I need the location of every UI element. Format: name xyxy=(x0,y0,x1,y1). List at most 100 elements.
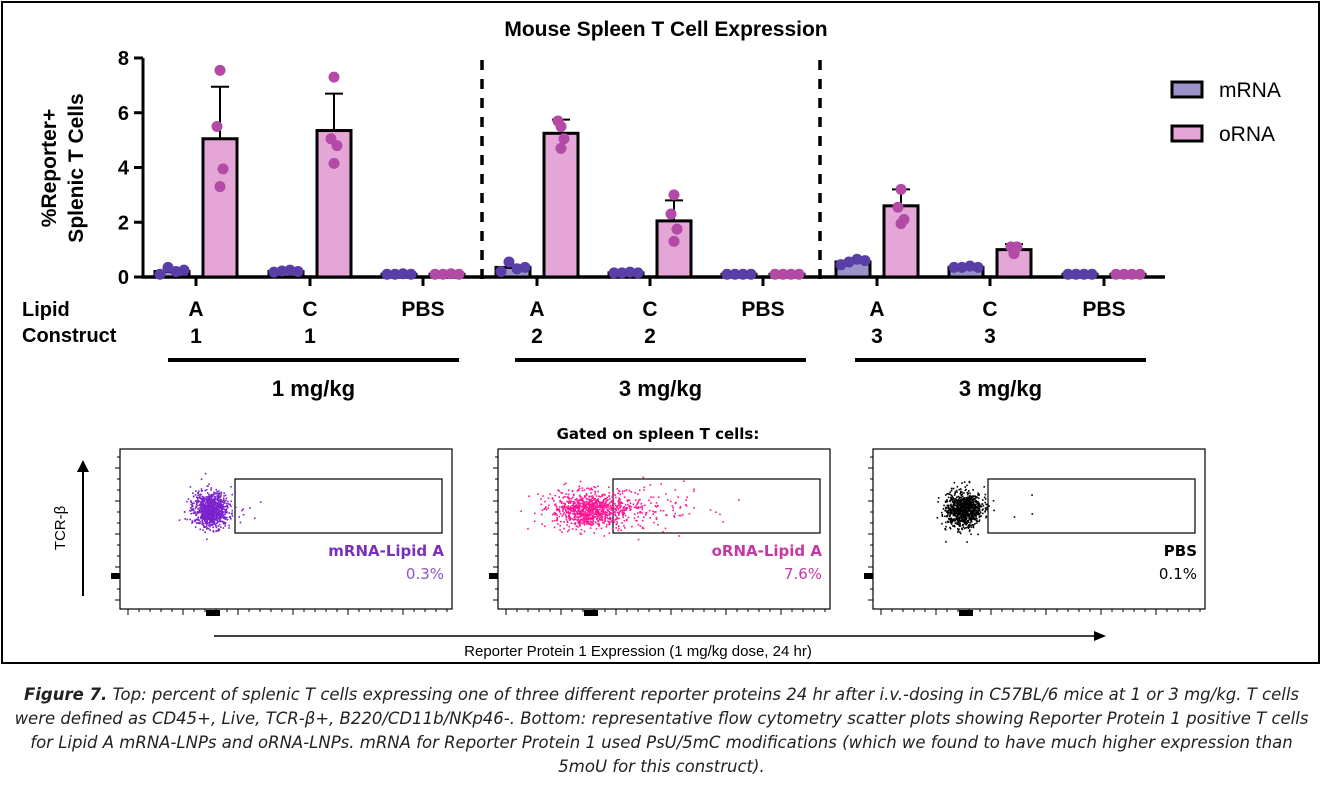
flow-event xyxy=(563,527,565,530)
flow-event-positive xyxy=(655,518,658,521)
flow-event xyxy=(618,501,621,504)
flow-event xyxy=(568,511,571,514)
flow-event xyxy=(194,519,197,521)
flow-event-positive xyxy=(714,511,717,514)
flow-event xyxy=(215,505,218,508)
flow-x-axis-label: Reporter Protein 1 Expression (1 mg/kg d… xyxy=(464,643,812,660)
flow-event xyxy=(949,500,951,503)
flow-event xyxy=(593,497,595,500)
flow-event xyxy=(567,496,570,499)
flow-event xyxy=(217,501,219,504)
flow-event-positive xyxy=(680,514,682,517)
flow-event xyxy=(608,520,610,523)
flow-event xyxy=(578,505,581,508)
flow-event xyxy=(594,497,596,500)
flow-event xyxy=(600,519,602,521)
flow-event xyxy=(224,523,226,525)
flow-event-positive xyxy=(643,489,645,491)
flow-event xyxy=(218,529,220,532)
flow-event xyxy=(616,523,618,525)
flow-event xyxy=(216,507,219,510)
flow-gate xyxy=(234,478,443,534)
flow-event xyxy=(609,501,612,504)
flow-event xyxy=(205,496,207,498)
flow-event xyxy=(209,518,212,520)
flow-event xyxy=(579,515,582,518)
flow-event-positive xyxy=(653,511,656,513)
flow-event xyxy=(963,510,966,512)
category-sublabel: 1 xyxy=(304,325,316,348)
flow-event xyxy=(210,520,213,523)
flow-event xyxy=(986,508,989,511)
flow-event xyxy=(223,517,225,520)
flow-event xyxy=(606,503,608,506)
flow-event xyxy=(970,511,972,514)
flow-event-positive xyxy=(677,496,679,498)
flow-event xyxy=(617,529,619,532)
flow-event xyxy=(227,503,229,505)
flow-event xyxy=(599,503,601,506)
flow-event xyxy=(585,507,587,509)
flow-event xyxy=(561,492,564,494)
flow-event xyxy=(952,525,954,527)
flow-event xyxy=(194,500,197,502)
flow-event xyxy=(199,497,202,500)
flow-event xyxy=(950,503,952,506)
flow-event xyxy=(592,512,595,514)
flow-event xyxy=(225,502,228,505)
flow-event xyxy=(191,522,193,524)
flow-event xyxy=(974,509,976,512)
flow-event xyxy=(597,506,600,508)
flow-event xyxy=(212,509,214,511)
flow-event xyxy=(985,508,987,510)
flow-event xyxy=(551,520,554,522)
flow-event xyxy=(603,504,606,507)
flow-event xyxy=(580,533,583,536)
flow-event xyxy=(599,496,601,498)
flow-event xyxy=(971,501,973,504)
flow-event xyxy=(977,504,979,506)
flow-event xyxy=(202,511,204,514)
flow-event-positive xyxy=(630,491,633,493)
flow-event xyxy=(578,507,581,509)
flow-event-positive xyxy=(622,513,625,516)
flow-event xyxy=(957,510,960,512)
flow-event xyxy=(977,492,980,494)
flow-event-positive xyxy=(253,517,256,520)
flow-event xyxy=(947,521,950,524)
flow-event xyxy=(612,512,615,514)
flow-event-positive xyxy=(662,510,665,512)
flow-event xyxy=(937,497,940,499)
flow-event xyxy=(208,508,210,511)
flow-event xyxy=(586,518,589,520)
flow-event xyxy=(956,523,958,525)
flow-event xyxy=(208,518,211,521)
flow-event xyxy=(210,502,213,504)
data-point-orna xyxy=(785,268,797,280)
data-point-orna xyxy=(558,133,570,145)
flow-event xyxy=(586,523,588,525)
flow-event-positive xyxy=(618,490,621,493)
flow-event xyxy=(966,491,969,494)
flow-event xyxy=(594,510,597,513)
flow-event-positive xyxy=(259,501,262,503)
flow-event xyxy=(210,513,213,516)
flow-event xyxy=(217,494,219,497)
flow-event xyxy=(228,512,230,514)
flow-event xyxy=(219,502,221,504)
flow-event xyxy=(583,512,585,514)
flow-event xyxy=(971,523,974,526)
flow-event xyxy=(572,496,574,498)
flow-event xyxy=(553,526,556,529)
flow-event xyxy=(582,517,585,519)
flow-event xyxy=(220,495,222,497)
flow-event xyxy=(215,526,218,529)
flow-event xyxy=(571,507,573,510)
flow-event xyxy=(208,524,210,527)
flow-event-positive xyxy=(664,527,667,530)
flow-event xyxy=(959,492,962,495)
flow-event xyxy=(581,519,584,521)
flow-event xyxy=(558,510,561,513)
flow-event xyxy=(204,505,207,508)
flow-event xyxy=(192,495,195,498)
